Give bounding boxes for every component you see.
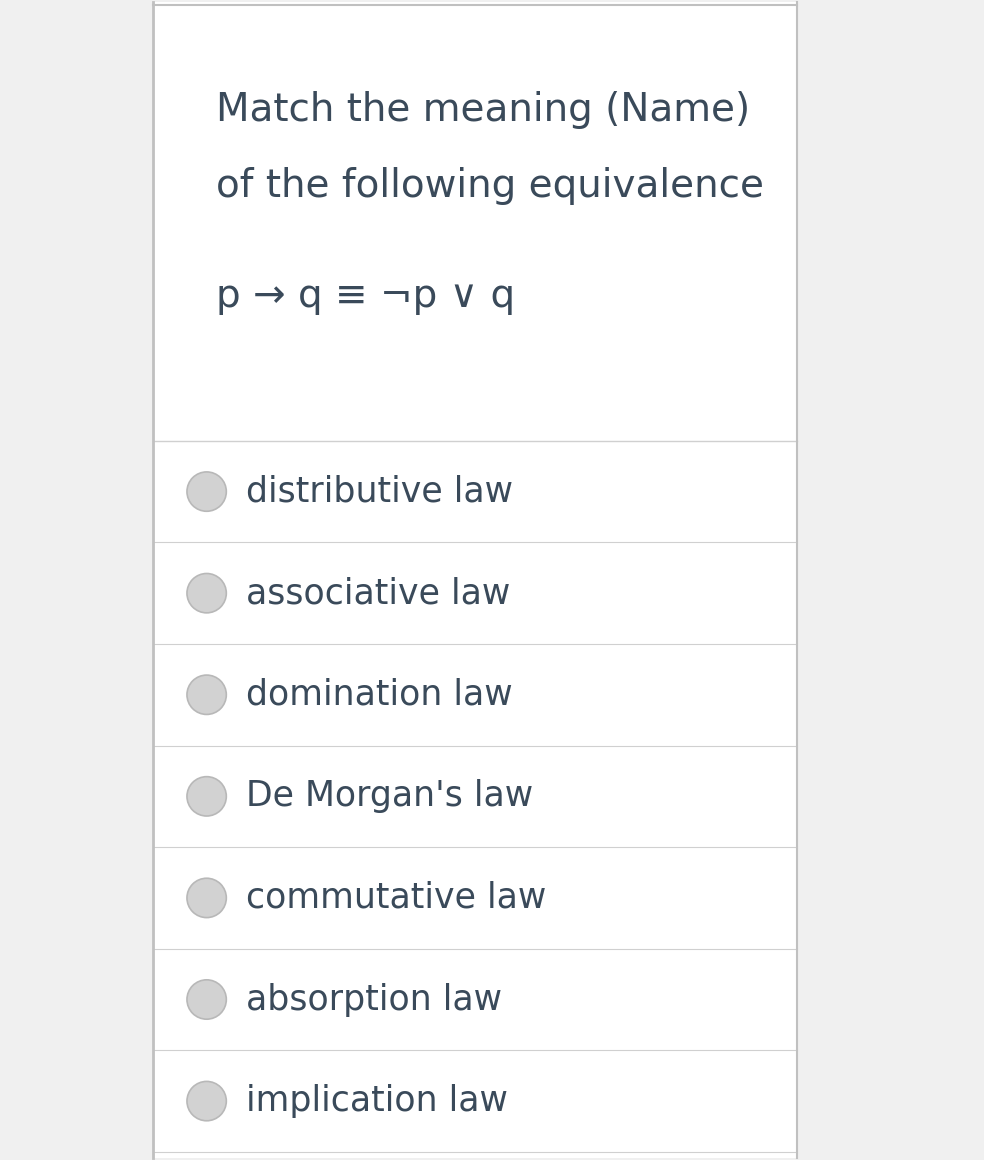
- Text: De Morgan's law: De Morgan's law: [246, 780, 533, 813]
- Text: distributive law: distributive law: [246, 474, 513, 508]
- Ellipse shape: [187, 878, 226, 918]
- Ellipse shape: [187, 777, 226, 815]
- Ellipse shape: [187, 472, 226, 512]
- Ellipse shape: [187, 573, 226, 612]
- Text: absorption law: absorption law: [246, 983, 502, 1016]
- Text: implication law: implication law: [246, 1085, 508, 1118]
- Ellipse shape: [187, 1081, 226, 1121]
- Text: domination law: domination law: [246, 677, 513, 712]
- Ellipse shape: [187, 980, 226, 1020]
- Ellipse shape: [187, 675, 226, 715]
- Text: of the following equivalence: of the following equivalence: [216, 167, 765, 204]
- Text: associative law: associative law: [246, 577, 511, 610]
- Text: p → q ≡ ¬p ∨ q: p → q ≡ ¬p ∨ q: [216, 277, 516, 314]
- FancyBboxPatch shape: [153, 2, 797, 1158]
- Text: commutative law: commutative law: [246, 880, 546, 915]
- Text: Match the meaning (Name): Match the meaning (Name): [216, 92, 751, 129]
